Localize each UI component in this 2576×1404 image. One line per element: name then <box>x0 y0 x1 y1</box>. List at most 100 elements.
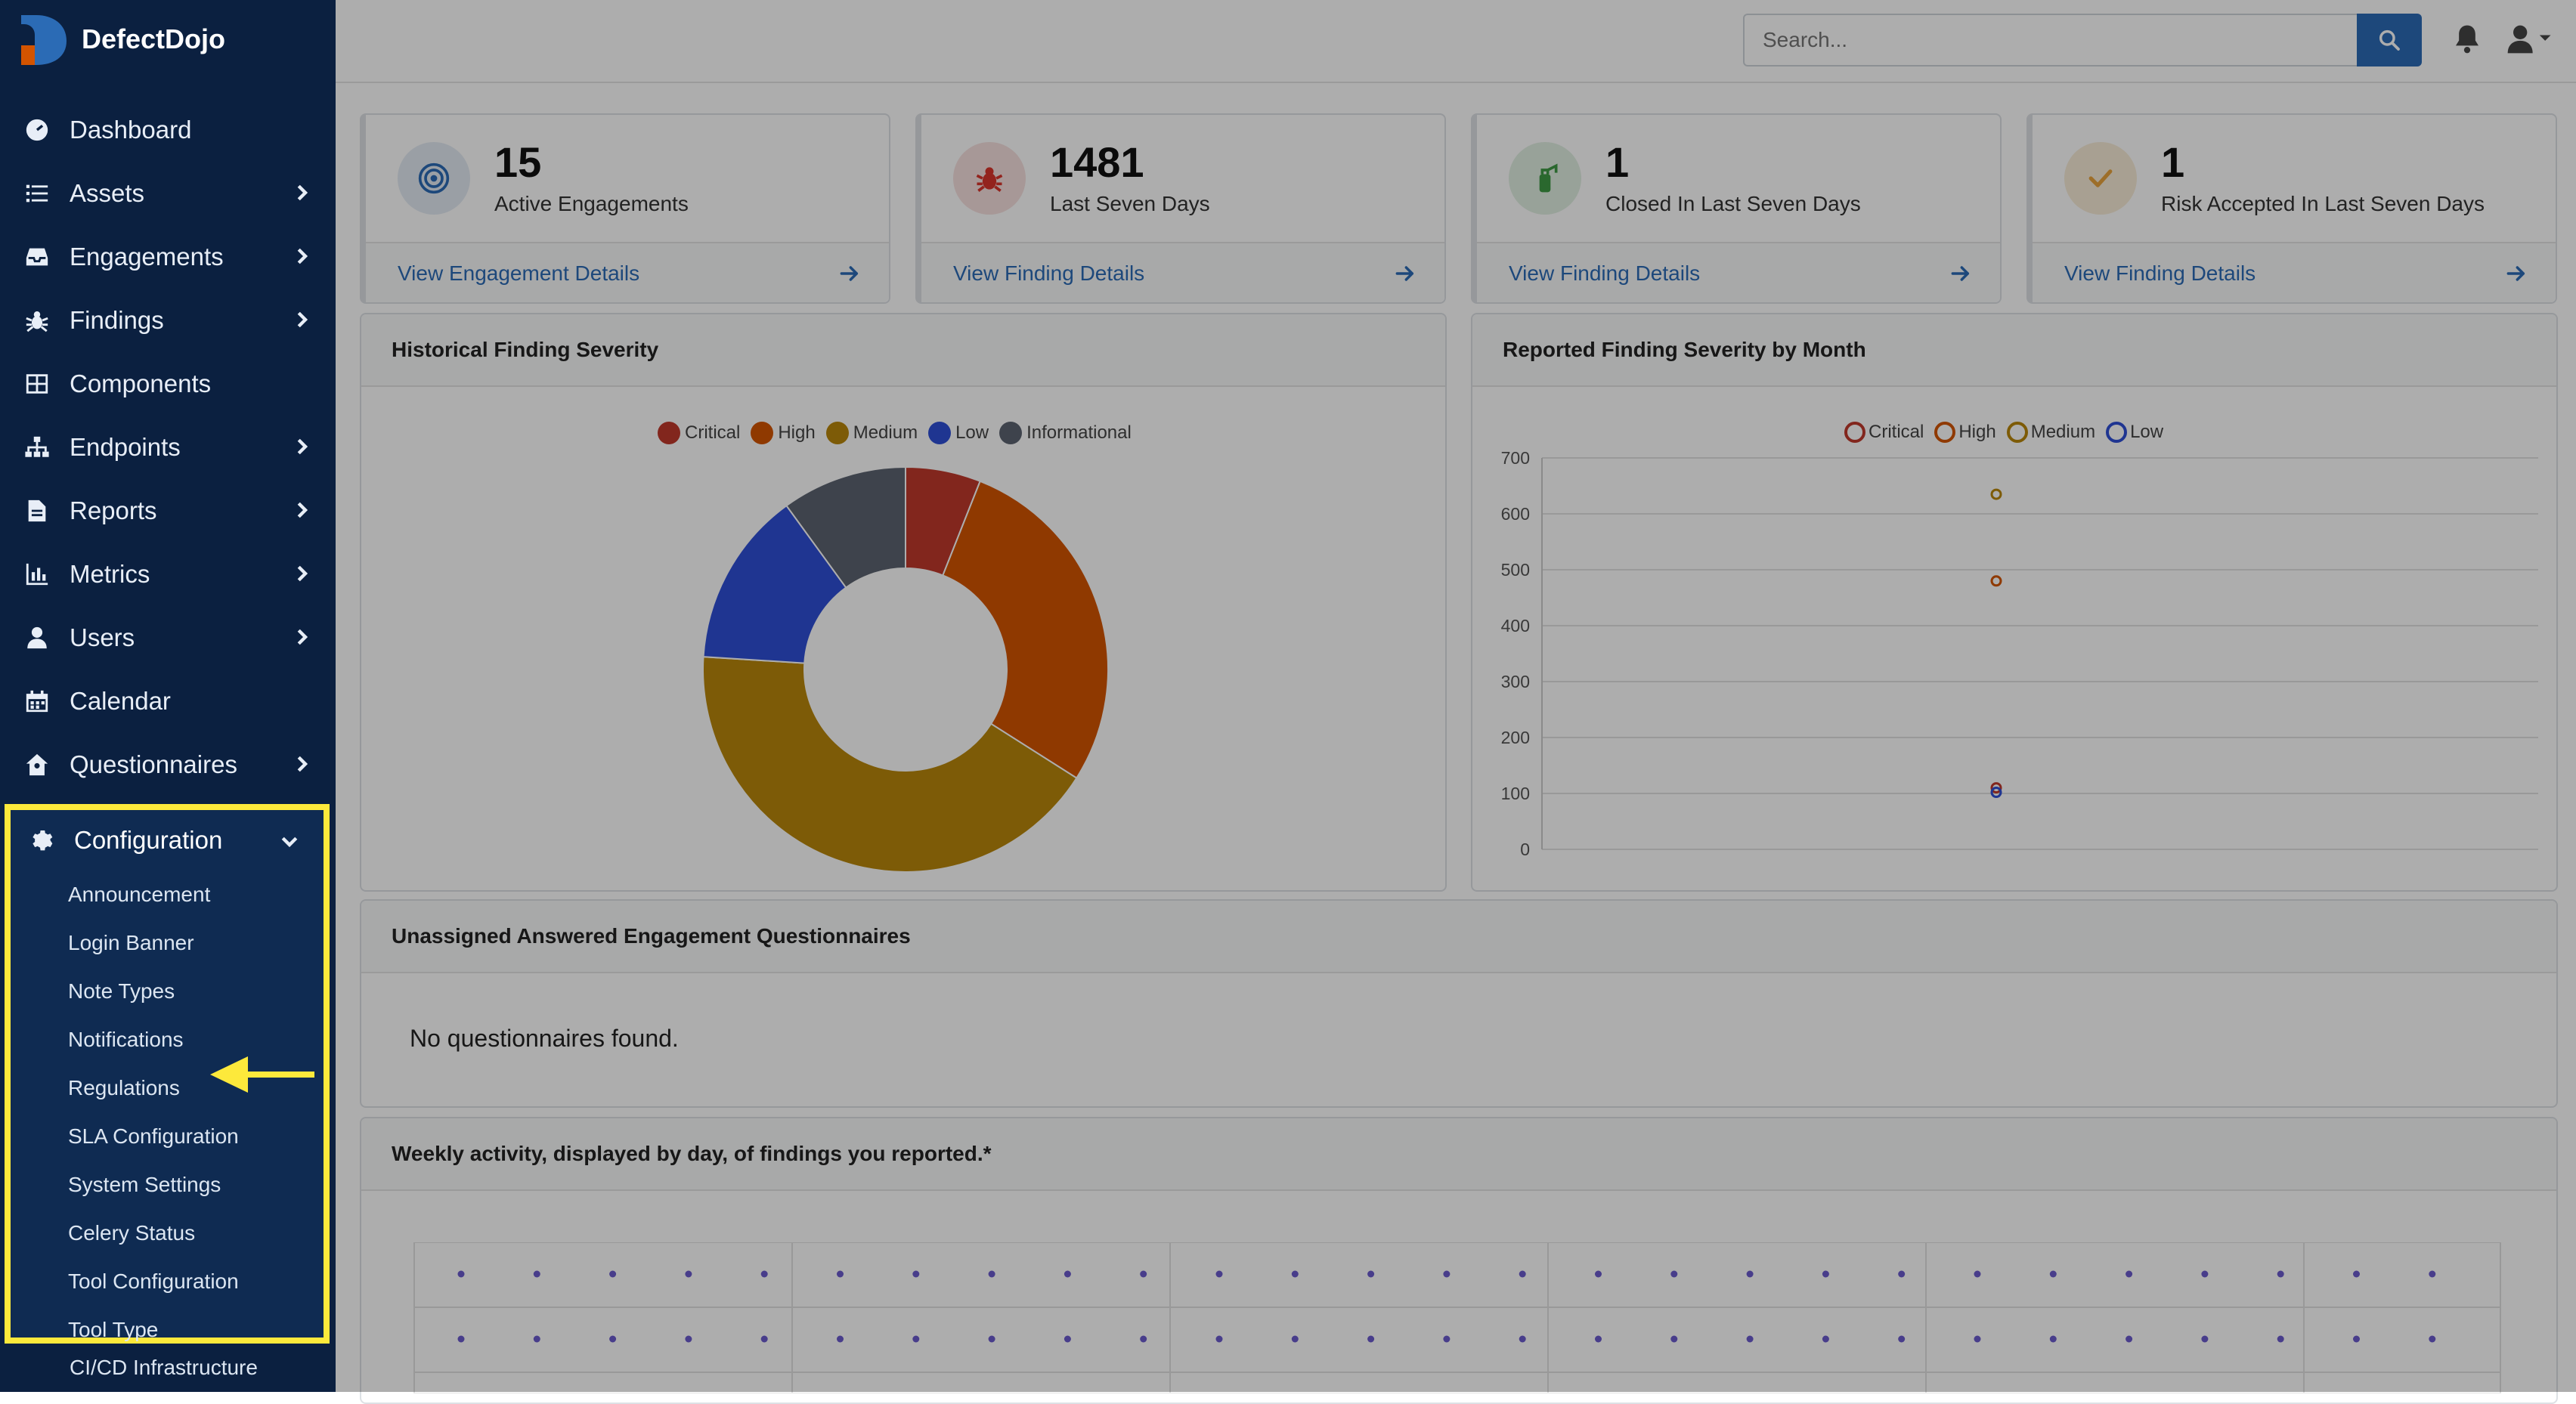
heatmap-cell[interactable] <box>837 1270 844 1278</box>
heatmap-cell[interactable] <box>1443 1270 1451 1278</box>
heatmap-cell[interactable] <box>1519 1270 1526 1278</box>
heatmap-cell[interactable] <box>2277 1270 2284 1278</box>
heatmap-cell[interactable] <box>1595 1270 1602 1278</box>
legend-item[interactable]: Low <box>928 422 989 444</box>
heatmap-cell[interactable] <box>2201 1335 2209 1343</box>
heatmap-cell[interactable] <box>1974 1270 1981 1278</box>
heatmap-cell[interactable] <box>2126 1335 2133 1343</box>
view-finding-details-link[interactable]: View Finding Details <box>1509 261 1701 285</box>
heatmap-cell[interactable] <box>2049 1270 2057 1278</box>
heatmap-cell[interactable] <box>1367 1335 1375 1343</box>
heatmap-cell[interactable] <box>1291 1335 1299 1343</box>
heatmap-cell[interactable] <box>1822 1335 1829 1343</box>
view-engagement-details-link[interactable]: View Engagement Details <box>398 261 640 285</box>
user-menu-button[interactable] <box>2503 23 2556 56</box>
heatmap-cell[interactable] <box>1443 1335 1451 1343</box>
heatmap-cell[interactable] <box>1291 1270 1299 1278</box>
heatmap-cell[interactable] <box>1140 1335 1147 1343</box>
scatter-point-medium[interactable] <box>1990 488 2002 500</box>
heatmap-cell[interactable] <box>2353 1335 2360 1343</box>
legend-item[interactable]: Low <box>2106 422 2163 443</box>
heatmap-cell[interactable] <box>609 1270 617 1278</box>
heatmap-cell[interactable] <box>760 1335 768 1343</box>
heatmap-cell[interactable] <box>1746 1335 1754 1343</box>
heatmap-cell[interactable] <box>2201 1270 2209 1278</box>
heatmap-cell[interactable] <box>685 1335 692 1343</box>
heatmap-cell[interactable] <box>988 1335 995 1343</box>
heatmap-cell[interactable] <box>2277 1335 2284 1343</box>
heatmap-cell[interactable] <box>1670 1270 1678 1278</box>
view-finding-details-link[interactable]: View Finding Details <box>953 261 1145 285</box>
config-item-tool-type[interactable]: Tool Type <box>68 1318 159 1341</box>
config-item-sla-configuration[interactable]: SLA Configuration <box>68 1124 239 1148</box>
donut-slice-informational[interactable] <box>785 465 906 589</box>
heatmap-cell[interactable] <box>2429 1335 2436 1343</box>
sidebar-item-engagements[interactable]: Engagements <box>0 225 336 289</box>
heatmap-cell[interactable] <box>988 1270 995 1278</box>
donut-slice-medium[interactable] <box>702 656 1078 873</box>
config-item-announcement[interactable]: Announcement <box>68 883 211 906</box>
brand[interactable]: DefectDojo <box>18 11 225 68</box>
heatmap-cell[interactable] <box>2049 1335 2057 1343</box>
donut-slice-high[interactable] <box>942 480 1109 779</box>
sidebar-item-metrics[interactable]: Metrics <box>0 543 336 606</box>
sidebar-item-reports[interactable]: Reports <box>0 479 336 543</box>
legend-item[interactable]: High <box>751 422 816 444</box>
heatmap-cell[interactable] <box>1064 1270 1071 1278</box>
config-item-notifications[interactable]: Notifications <box>68 1028 184 1051</box>
scatter-point-low[interactable] <box>1990 787 2002 799</box>
heatmap-cell[interactable] <box>1064 1335 1071 1343</box>
heatmap-cell[interactable] <box>760 1270 768 1278</box>
sidebar-item-calendar[interactable]: Calendar <box>0 670 336 733</box>
heatmap-cell[interactable] <box>609 1335 617 1343</box>
heatmap-cell[interactable] <box>457 1270 465 1278</box>
legend-item[interactable]: High <box>1934 422 1996 443</box>
donut-slice-low[interactable] <box>702 504 847 664</box>
sidebar-item-endpoints[interactable]: Endpoints <box>0 416 336 479</box>
sidebar-item-components[interactable]: Components <box>0 352 336 416</box>
heatmap-cell[interactable] <box>533 1335 540 1343</box>
sidebar-item-findings[interactable]: Findings <box>0 289 336 352</box>
sidebar-item-cicd-infrastructure[interactable]: CI/CD Infrastructure <box>70 1356 258 1379</box>
config-item-regulations[interactable]: Regulations <box>68 1076 180 1099</box>
sidebar-item-dashboard[interactable]: Dashboard <box>0 98 336 162</box>
legend-item[interactable]: Medium <box>2006 422 2095 443</box>
heatmap-cell[interactable] <box>2429 1270 2436 1278</box>
legend-item[interactable]: Medium <box>825 422 918 444</box>
search-input[interactable] <box>1743 14 2360 66</box>
config-item-tool-configuration[interactable]: Tool Configuration <box>68 1269 239 1293</box>
heatmap-cell[interactable] <box>1140 1270 1147 1278</box>
heatmap-cell[interactable] <box>457 1335 465 1343</box>
heatmap-cell[interactable] <box>685 1270 692 1278</box>
config-item-login-banner[interactable]: Login Banner <box>68 931 194 954</box>
heatmap-cell[interactable] <box>1822 1270 1829 1278</box>
legend-item[interactable]: Critical <box>658 422 740 444</box>
heatmap-cell[interactable] <box>1215 1335 1223 1343</box>
heatmap-cell[interactable] <box>1670 1335 1678 1343</box>
heatmap-cell[interactable] <box>1898 1270 1906 1278</box>
sidebar-item-configuration[interactable]: Configuration <box>11 810 324 871</box>
heatmap-cell[interactable] <box>533 1270 540 1278</box>
config-item-note-types[interactable]: Note Types <box>68 979 175 1003</box>
heatmap-cell[interactable] <box>2126 1270 2133 1278</box>
heatmap-cell[interactable] <box>1367 1270 1375 1278</box>
scatter-point-critical[interactable] <box>1990 782 2002 794</box>
scatter-point-high[interactable] <box>1990 575 2002 587</box>
sidebar-item-assets[interactable]: Assets <box>0 162 336 225</box>
heatmap-cell[interactable] <box>912 1270 920 1278</box>
heatmap-cell[interactable] <box>1519 1335 1526 1343</box>
notifications-button[interactable] <box>2452 23 2482 56</box>
heatmap-cell[interactable] <box>912 1335 920 1343</box>
search-button[interactable] <box>2357 14 2422 66</box>
heatmap-cell[interactable] <box>1215 1270 1223 1278</box>
legend-item[interactable]: Informational <box>999 422 1132 444</box>
heatmap-cell[interactable] <box>1974 1335 1981 1343</box>
config-item-system-settings[interactable]: System Settings <box>68 1173 221 1196</box>
heatmap-cell[interactable] <box>1898 1335 1906 1343</box>
heatmap-cell[interactable] <box>1746 1270 1754 1278</box>
heatmap-cell[interactable] <box>2353 1270 2360 1278</box>
heatmap-cell[interactable] <box>1595 1335 1602 1343</box>
legend-item[interactable]: Critical <box>1844 422 1924 443</box>
heatmap-cell[interactable] <box>837 1335 844 1343</box>
config-item-celery-status[interactable]: Celery Status <box>68 1221 196 1245</box>
